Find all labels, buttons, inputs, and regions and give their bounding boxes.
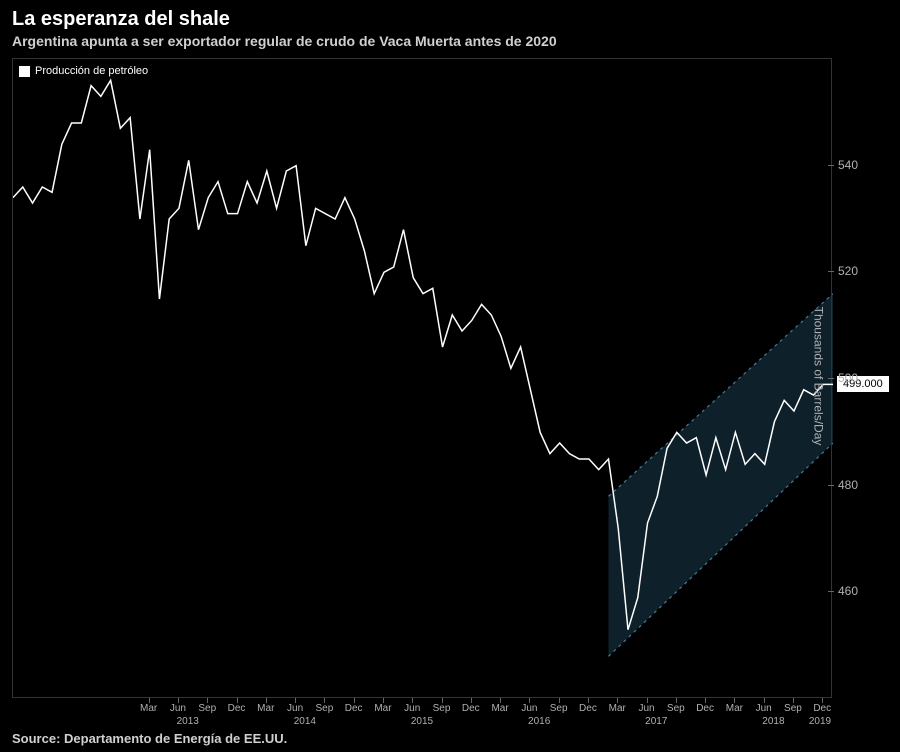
y-tick-label: 520 bbox=[838, 264, 858, 278]
x-tick-month: Mar bbox=[491, 703, 508, 714]
chart-container: La esperanza del shale Argentina apunta … bbox=[0, 0, 900, 752]
x-tick-month: Jun bbox=[404, 703, 420, 714]
x-tick-month: Dec bbox=[813, 703, 831, 714]
x-tick-month: Mar bbox=[257, 703, 274, 714]
y-axis-title: Thousands of Barrels/Day bbox=[812, 307, 826, 446]
x-tick-year: 2016 bbox=[528, 716, 550, 727]
chart-subtitle: Argentina apunta a ser exportador regula… bbox=[0, 33, 900, 57]
x-tick-month: Jun bbox=[521, 703, 537, 714]
x-tick-year: 2019 bbox=[809, 716, 831, 727]
y-tick-label: 500 bbox=[838, 371, 858, 385]
y-axis: 460 480 500 520 540 bbox=[838, 58, 898, 698]
y-tick-label: 480 bbox=[838, 478, 858, 492]
x-tick-month: Sep bbox=[433, 703, 451, 714]
y-tick-label: 460 bbox=[838, 584, 858, 598]
source-label: Source: Departamento de Energía de EE.UU… bbox=[12, 731, 287, 746]
x-axis: Mar Jun Sep Dec 2013 Mar Jun Sep Dec 2014 Mar Jun Se… bbox=[12, 698, 832, 734]
y-tick-mark bbox=[828, 591, 834, 592]
trend-channel-fill bbox=[608, 294, 833, 657]
x-tick-month: Jun bbox=[756, 703, 772, 714]
x-tick-month: Jun bbox=[287, 703, 303, 714]
x-tick-month: Mar bbox=[374, 703, 391, 714]
x-tick-month: Dec bbox=[345, 703, 363, 714]
x-tick-month: Dec bbox=[228, 703, 246, 714]
y-tick-mark bbox=[828, 378, 834, 379]
y-tick-label: 540 bbox=[838, 158, 858, 172]
y-tick-mark bbox=[828, 485, 834, 486]
x-tick-month: Sep bbox=[784, 703, 802, 714]
y-tick-mark bbox=[828, 165, 834, 166]
chart-title: La esperanza del shale bbox=[0, 0, 900, 33]
x-tick-month: Sep bbox=[198, 703, 216, 714]
x-tick-year: 2015 bbox=[411, 716, 433, 727]
x-tick-month: Sep bbox=[667, 703, 685, 714]
x-tick-month: Mar bbox=[609, 703, 626, 714]
x-tick-month: Mar bbox=[726, 703, 743, 714]
plot-area: Producción de petróleo 499.000 bbox=[12, 58, 832, 698]
x-tick-month: Mar bbox=[140, 703, 157, 714]
x-tick-month: Dec bbox=[462, 703, 480, 714]
x-tick-month: Jun bbox=[170, 703, 186, 714]
x-tick-year: 2017 bbox=[645, 716, 667, 727]
x-tick-year: 2018 bbox=[762, 716, 784, 727]
plot-svg bbox=[13, 59, 833, 699]
x-tick-month: Dec bbox=[696, 703, 714, 714]
x-tick-year: 2013 bbox=[177, 716, 199, 727]
x-tick-month: Sep bbox=[315, 703, 333, 714]
x-tick-year: 2014 bbox=[294, 716, 316, 727]
x-tick-month: Dec bbox=[579, 703, 597, 714]
x-tick-month: Jun bbox=[638, 703, 654, 714]
x-tick-month: Sep bbox=[550, 703, 568, 714]
y-tick-mark bbox=[828, 271, 834, 272]
